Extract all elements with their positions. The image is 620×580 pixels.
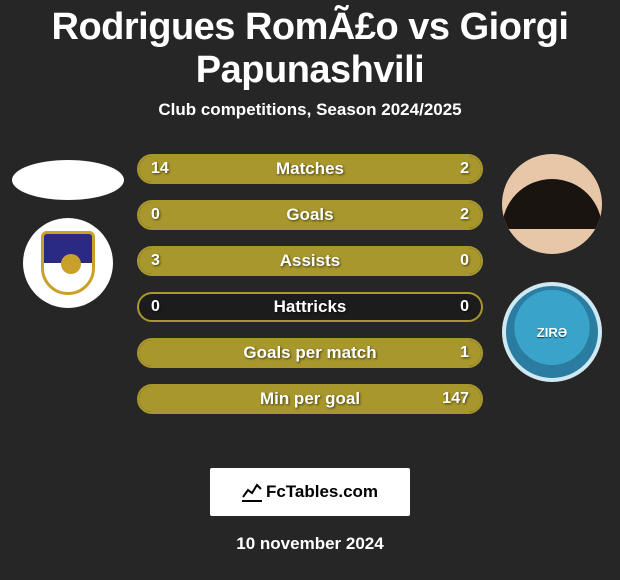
- branding-badge: FcTables.com: [210, 468, 410, 516]
- stat-label: Goals: [139, 202, 481, 228]
- comparison-stage: ZIRƏ Matches142Goals02Assists30Hattricks…: [0, 154, 620, 464]
- right-club-badge: ZIRƏ: [502, 282, 602, 382]
- stat-label: Matches: [139, 156, 481, 182]
- stat-row: Assists3 0: [137, 246, 483, 276]
- left-player-column: [8, 154, 128, 308]
- stat-value-right: 1: [448, 340, 481, 366]
- stat-label: Goals per match: [139, 340, 481, 366]
- stat-row: Matches14 2: [137, 154, 483, 184]
- comparison-bars: Matches142Goals02Assists30Hattricks00Goa…: [137, 154, 483, 430]
- stat-row: Hattricks0 0: [137, 292, 483, 322]
- stat-label: Hattricks: [139, 294, 481, 320]
- branding-text: FcTables.com: [266, 482, 378, 502]
- stat-label: Assists: [139, 248, 481, 274]
- stat-value-left: 3: [139, 248, 172, 274]
- stat-value-right: 0: [448, 248, 481, 274]
- stat-value-right: 2: [448, 202, 481, 228]
- stat-row: Goals0 2: [137, 200, 483, 230]
- stat-value-left: [139, 340, 163, 366]
- avatar-hair: [502, 179, 602, 229]
- date-text: 10 november 2024: [0, 534, 620, 554]
- stat-value-right: 0: [448, 294, 481, 320]
- stat-value-left: 14: [139, 156, 181, 182]
- page-title: Rodrigues RomÃ£o vs Giorgi Papunashvili: [0, 0, 620, 92]
- chart-icon: [242, 482, 262, 502]
- page-subtitle: Club competitions, Season 2024/2025: [0, 100, 620, 120]
- stat-value-right: 2: [448, 156, 481, 182]
- stat-value-left: 0: [139, 294, 172, 320]
- club-badge-text: ZIRƏ: [537, 325, 567, 340]
- right-player-avatar: [502, 154, 602, 254]
- stat-value-left: [139, 386, 163, 412]
- stat-row: Min per goal147: [137, 384, 483, 414]
- stat-value-left: 0: [139, 202, 172, 228]
- left-player-avatar: [12, 160, 124, 200]
- stat-value-right: 147: [430, 386, 481, 412]
- left-club-badge: [23, 218, 113, 308]
- right-player-column: ZIRƏ: [492, 154, 612, 382]
- stat-row: Goals per match1: [137, 338, 483, 368]
- shield-icon: [41, 231, 95, 295]
